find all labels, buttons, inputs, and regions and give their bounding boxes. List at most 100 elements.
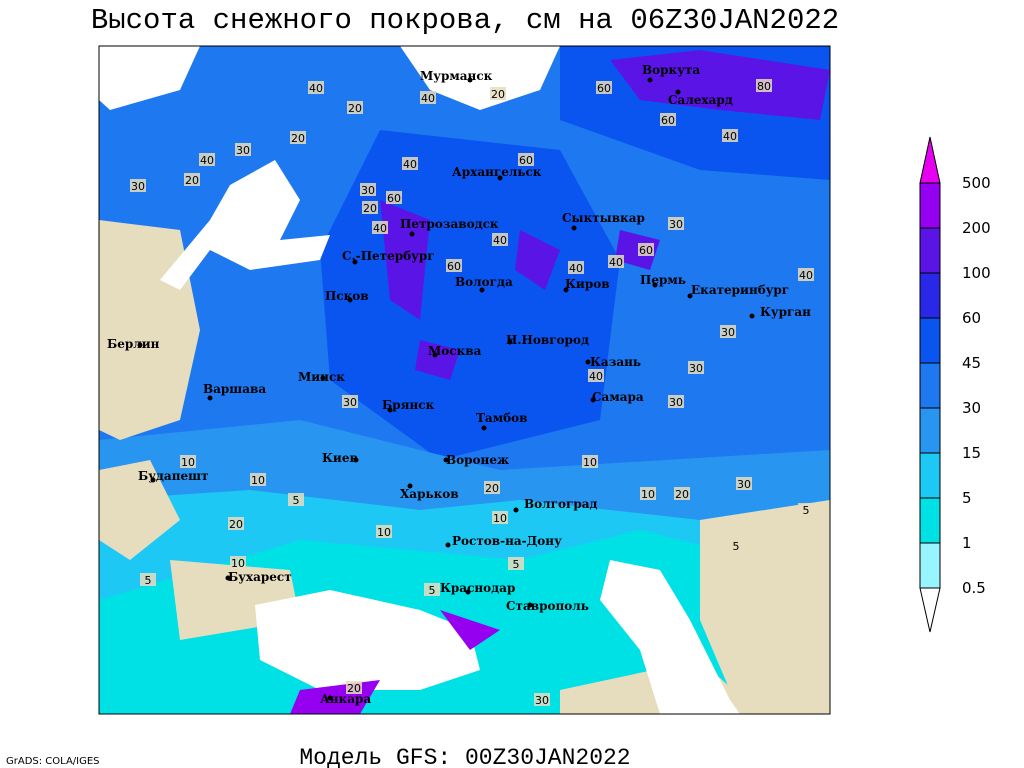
- contour-label-box: [424, 583, 440, 596]
- city-label: Анкара: [320, 692, 371, 706]
- city-label: Ставрополь: [506, 599, 589, 613]
- city-label: Пермь: [640, 273, 686, 287]
- city-dot: [347, 297, 353, 303]
- city-dot: [749, 313, 755, 319]
- city-dot: [652, 282, 658, 288]
- contour-label: 10: [181, 456, 195, 469]
- contour-label-box: [346, 681, 362, 694]
- city-label: Н.Новгород: [506, 333, 589, 347]
- contour-label: 30: [131, 180, 145, 193]
- contour-label: 20: [185, 174, 199, 187]
- contour-label: 30: [361, 184, 375, 197]
- contour-label-box: [668, 217, 684, 230]
- colorbar-label: 1: [962, 534, 972, 552]
- city-dot: [675, 89, 681, 95]
- colorbar-label: 5: [962, 489, 972, 507]
- city-dot: [407, 483, 413, 489]
- contour-label: 30: [689, 362, 703, 375]
- contour-label-box: [518, 153, 534, 166]
- contour-label: 20: [363, 202, 377, 215]
- city-label: Москва: [428, 344, 482, 358]
- contour-label: 30: [236, 144, 250, 157]
- city-label: Воронеж: [446, 453, 509, 467]
- contour-label: 60: [661, 114, 675, 127]
- snow-field: [290, 610, 500, 714]
- contour-label-box: [290, 131, 306, 144]
- contour-label: 40: [723, 130, 737, 143]
- sea: [160, 160, 330, 290]
- contour-label-box: [798, 503, 814, 516]
- contour-label: 20: [491, 88, 505, 101]
- city-dot: [481, 425, 487, 431]
- contour-label: 30: [343, 396, 357, 409]
- contour-label: 10: [641, 488, 655, 501]
- contour-label: 10: [583, 456, 597, 469]
- city-label: Харьков: [400, 487, 459, 501]
- colorbar-swatch: [919, 136, 941, 184]
- contour-label-box: [362, 201, 378, 214]
- colorbar-swatch: [919, 227, 941, 274]
- contour-label-box: [492, 233, 508, 246]
- city-label: Сыктывкар: [562, 211, 645, 225]
- contour-label-box: [596, 81, 612, 94]
- contour-label-box: [508, 557, 524, 570]
- contour-label: 5: [733, 540, 740, 553]
- contour-label-box: [180, 455, 196, 468]
- contour-label: 10: [231, 557, 245, 570]
- contour-label: 5: [293, 494, 300, 507]
- city-dot: [527, 602, 533, 608]
- contour-label: 30: [737, 478, 751, 491]
- contour-label-box: [250, 473, 266, 486]
- city-dot: [137, 342, 143, 348]
- contour-label-box: [130, 179, 146, 192]
- city-label: Минск: [298, 370, 345, 384]
- city-label: Берлин: [107, 337, 160, 351]
- city-dot: [465, 589, 471, 595]
- contour-label-box: [720, 325, 736, 338]
- city-label: Петрозаводск: [400, 217, 499, 231]
- contour-label-box: [420, 91, 436, 104]
- contour-label: 40: [493, 234, 507, 247]
- contour-label: 40: [799, 269, 813, 282]
- city-dot: [571, 225, 577, 231]
- contour-label-box: [288, 493, 304, 506]
- city-label: Киров: [565, 277, 610, 291]
- contour-label: 10: [493, 512, 507, 525]
- contour-label: 20: [347, 682, 361, 695]
- contour-label-box: [402, 157, 418, 170]
- colorbar-swatch: [919, 452, 941, 499]
- contour-label-box: [376, 525, 392, 538]
- city-label: Киев: [322, 451, 358, 465]
- contour-label-box: [728, 539, 744, 552]
- contour-label-box: [568, 261, 584, 274]
- city-dot: [387, 407, 393, 413]
- contour-label: 40: [373, 222, 387, 235]
- city-dot: [497, 175, 503, 181]
- contour-label: 30: [669, 396, 683, 409]
- contour-label-box: [608, 255, 624, 268]
- model-caption: Модель GFS: 00Z30JAN2022: [299, 745, 630, 768]
- city-label: Бухарест: [228, 570, 292, 584]
- city-dot: [585, 359, 591, 365]
- contour-label-box: [342, 395, 358, 408]
- city-label: Псков: [325, 289, 369, 303]
- city-dot: [150, 477, 156, 483]
- colorbar-label: 100: [962, 264, 991, 282]
- snow-field: [610, 50, 830, 120]
- contour-label: 5: [513, 558, 520, 571]
- contour-label-box: [722, 129, 738, 142]
- city-label: Казань: [590, 355, 641, 369]
- city-dot: [513, 507, 519, 513]
- contour-label-box: [184, 173, 200, 186]
- city-dot: [320, 375, 326, 381]
- credit: GrADS: COLA/IGES: [6, 756, 100, 767]
- colorbar-swatch: [919, 182, 941, 229]
- contour-label: 60: [639, 244, 653, 257]
- contour-label-box: [588, 369, 604, 382]
- contour-label-box: [640, 487, 656, 500]
- contour-label-box: [668, 395, 684, 408]
- city-dot: [647, 77, 653, 83]
- city-dot: [327, 695, 333, 701]
